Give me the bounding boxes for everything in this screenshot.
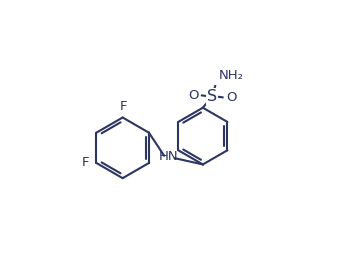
Text: O: O (188, 89, 198, 102)
Text: F: F (120, 100, 127, 113)
Text: O: O (226, 91, 236, 104)
Text: NH₂: NH₂ (219, 69, 244, 82)
Text: F: F (82, 156, 90, 169)
Text: S: S (207, 89, 217, 104)
Text: HN: HN (159, 150, 179, 163)
